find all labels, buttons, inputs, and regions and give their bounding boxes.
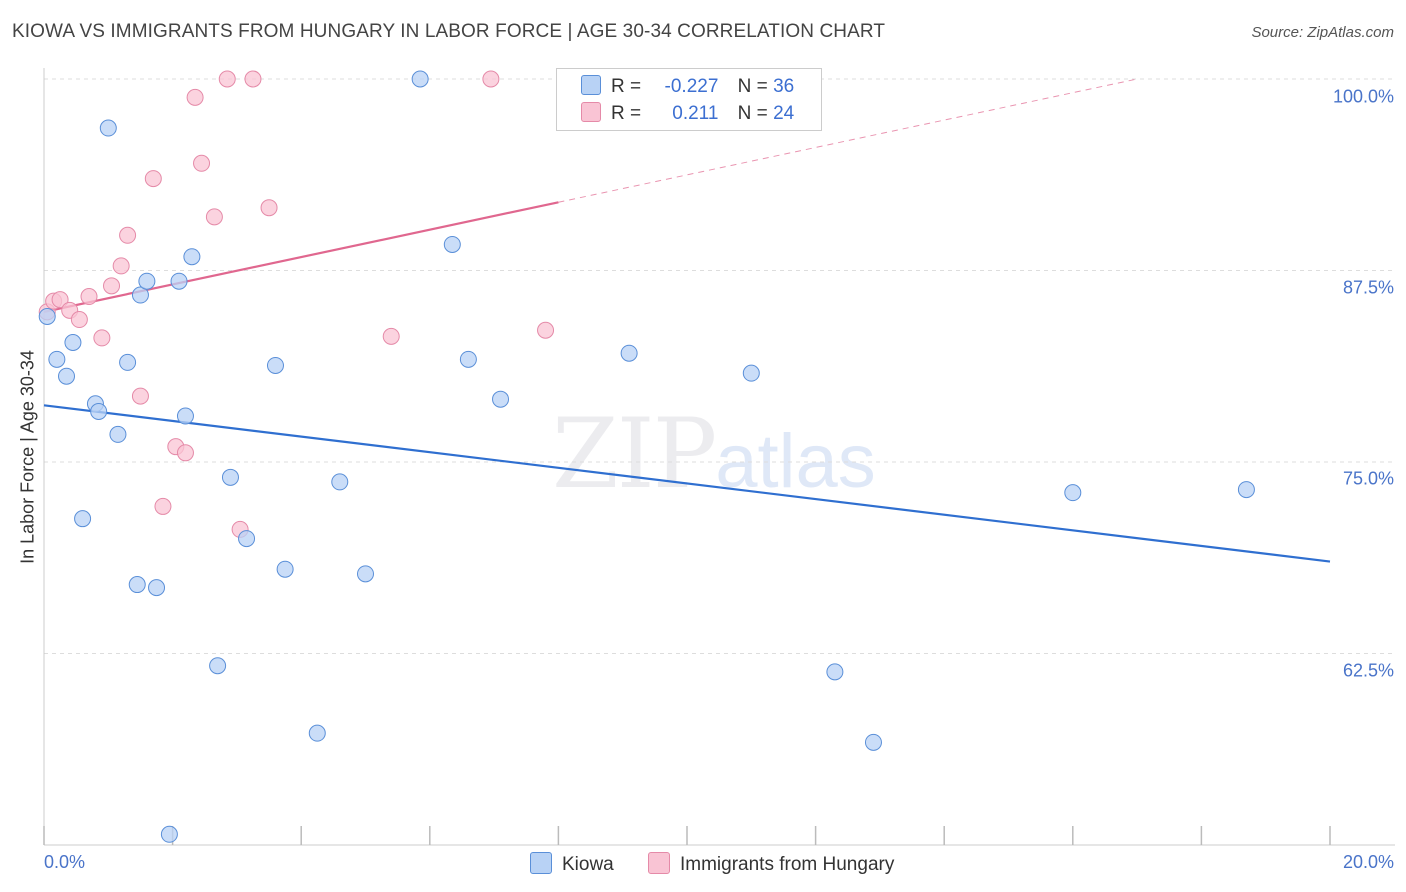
watermark: ZIPatlas	[552, 398, 876, 510]
kiowa-point	[90, 402, 108, 420]
legend-item-kiowa[interactable]: Kiowa	[530, 852, 614, 876]
kiowa-point	[64, 334, 82, 352]
n-value: 24	[773, 103, 795, 124]
kiowa-point	[742, 364, 760, 382]
kiowa-point	[74, 510, 92, 528]
kiowa-point	[119, 353, 137, 371]
watermark-zip: ZIP	[552, 398, 717, 510]
source-label: Source: ZipAtlas.com	[1251, 24, 1394, 41]
n-label: N =	[737, 76, 768, 97]
r-value: -0.227	[664, 76, 719, 97]
x-tick-label-min: 0.0%	[44, 852, 86, 872]
kiowa-point	[459, 350, 477, 368]
points-layer	[38, 70, 1255, 843]
kiowa-point	[221, 468, 239, 486]
kiowa-point	[826, 663, 844, 681]
kiowa-point	[183, 248, 201, 266]
kiowa-point	[109, 425, 127, 443]
kiowa-swatch	[581, 75, 601, 95]
hungary-point	[176, 444, 194, 462]
n-label: N =	[737, 103, 768, 124]
kiowa-legend-swatch	[530, 852, 552, 874]
hungary-point	[131, 387, 149, 405]
chart-title: KIOWA VS IMMIGRANTS FROM HUNGARY IN LABO…	[12, 21, 886, 42]
hungary-point	[51, 291, 69, 309]
kiowa-point	[308, 724, 326, 742]
hungary-point	[537, 321, 555, 339]
kiowa-point	[1064, 484, 1082, 502]
kiowa-point	[38, 307, 56, 325]
hungary-point	[119, 226, 137, 244]
r-label: R =	[611, 76, 642, 97]
r-value: 0.211	[672, 103, 719, 124]
kiowa-point	[209, 657, 227, 675]
y-tick-label: 75.0%	[1342, 468, 1394, 489]
kiowa-point	[58, 367, 76, 385]
hungary-point	[80, 288, 98, 306]
kiowa-point	[160, 825, 178, 843]
kiowa-point	[276, 560, 294, 578]
x-tick-label-max: 20.0%	[1342, 852, 1394, 872]
kiowa-point	[492, 390, 510, 408]
kiowa-point	[411, 70, 429, 88]
hungary-swatch	[581, 102, 601, 122]
hungary-legend-swatch	[648, 852, 670, 874]
kiowa-point	[620, 344, 638, 362]
kiowa-point	[48, 350, 66, 368]
hungary-point	[244, 70, 262, 88]
y-tick-label: 100.0%	[1332, 86, 1394, 107]
stats-legend-row-kiowa: R = -0.227 N = 36	[581, 75, 794, 101]
legend-label: Immigrants from Hungary	[680, 854, 895, 875]
hungary-point	[70, 311, 88, 329]
stats-legend: R = -0.227 N = 36 R = 0.211 N = 24	[556, 68, 822, 131]
kiowa-point	[131, 286, 149, 304]
kiowa-point	[128, 576, 146, 594]
kiowa-point	[331, 473, 349, 491]
legend-label: Kiowa	[562, 854, 614, 875]
hungary-trend-line	[43, 201, 559, 313]
kiowa-point	[99, 119, 117, 137]
kiowa-point	[443, 235, 461, 253]
y-tick-label: 62.5%	[1342, 660, 1394, 681]
kiowa-point	[1237, 481, 1255, 499]
legend-item-hungary[interactable]: Immigrants from Hungary	[648, 852, 894, 876]
n-value: 36	[773, 76, 795, 97]
axis-layer	[43, 68, 1395, 846]
y-axis-label: In Labor Force | Age 30-34	[17, 350, 38, 564]
kiowa-point	[148, 579, 166, 597]
grid-layer	[44, 78, 1395, 654]
stats-legend-row-hungary: R = 0.211 N = 24	[581, 102, 794, 128]
hungary-point	[154, 497, 172, 515]
kiowa-point	[357, 565, 374, 583]
hungary-point	[93, 329, 111, 347]
kiowa-point	[138, 272, 156, 290]
hungary-point	[193, 154, 211, 172]
kiowa-point	[266, 356, 284, 374]
kiowa-point	[238, 530, 256, 548]
hungary-point	[112, 257, 130, 275]
hungary-point	[382, 327, 400, 345]
hungary-point	[103, 277, 121, 295]
hungary-point	[186, 88, 204, 106]
kiowa-point	[170, 272, 188, 290]
hungary-point	[205, 208, 223, 226]
kiowa-trend-line	[43, 404, 1331, 563]
r-label: R =	[611, 103, 642, 124]
y-tick-label: 87.5%	[1342, 277, 1394, 298]
hungary-point	[144, 170, 162, 188]
kiowa-point	[864, 733, 882, 751]
hungary-point	[218, 70, 236, 88]
hungary-point	[260, 199, 278, 217]
hungary-point	[482, 70, 500, 88]
trend-layer	[43, 78, 1331, 563]
kiowa-point	[176, 407, 194, 425]
